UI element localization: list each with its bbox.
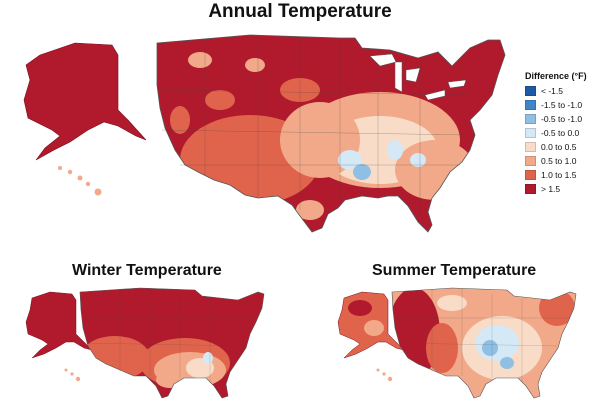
legend-swatch	[525, 127, 536, 138]
legend-label: -1.5 to -1.0	[541, 99, 583, 110]
legend-item: -0.5 to 0.0	[525, 126, 600, 139]
legend-swatch	[525, 141, 536, 152]
annual-map	[23, 34, 506, 233]
legend-swatch	[525, 99, 536, 110]
winter-temperature-title: Winter Temperature	[72, 262, 222, 279]
annual-great-lakes	[369, 53, 467, 101]
alaska-shape	[23, 42, 147, 161]
legend-swatch	[525, 183, 536, 194]
legend-label: 0.0 to 0.5	[541, 141, 577, 152]
legend-items: < -1.5 -1.5 to -1.0 -0.5 to -1.0 -0.5 to…	[525, 84, 600, 195]
hawaii-islands	[58, 166, 102, 196]
legend-item: -1.5 to -1.0	[525, 98, 600, 111]
legend-swatch	[525, 169, 536, 180]
legend-label: > 1.5	[541, 183, 561, 194]
winter-map	[25, 287, 265, 399]
legend-swatch	[525, 155, 536, 166]
legend-item: < -1.5	[525, 84, 600, 97]
summer-alaska-fill	[348, 300, 384, 336]
legend-swatch	[525, 85, 536, 96]
legend-label: -0.5 to -1.0	[541, 113, 583, 124]
legend-item: 0.5 to 1.0	[525, 154, 600, 167]
legend-swatch	[525, 113, 536, 124]
annual-temperature-title: Annual Temperature	[208, 1, 392, 22]
annual-state-lines	[159, 36, 471, 215]
legend-item: 1.0 to 1.5	[525, 168, 600, 181]
summer-hawaii	[376, 368, 393, 382]
difference-legend: Difference (°F) < -1.5 -1.5 to -1.0 -0.5…	[525, 71, 600, 196]
legend-title: Difference (°F)	[525, 71, 587, 81]
legend-item: 0.0 to 0.5	[525, 140, 600, 153]
summer-map	[337, 287, 577, 399]
winter-hawaii	[64, 368, 81, 382]
summer-temperature-title: Summer Temperature	[372, 262, 537, 279]
legend-label: 1.0 to 1.5	[541, 169, 577, 180]
legend-item: > 1.5	[525, 182, 600, 195]
legend-label: 0.5 to 1.0	[541, 155, 577, 166]
winter-conus-fill	[80, 336, 230, 388]
legend-label: < -1.5	[541, 85, 563, 96]
legend-item: -0.5 to -1.0	[525, 112, 600, 125]
legend-label: -0.5 to 0.0	[541, 127, 580, 138]
